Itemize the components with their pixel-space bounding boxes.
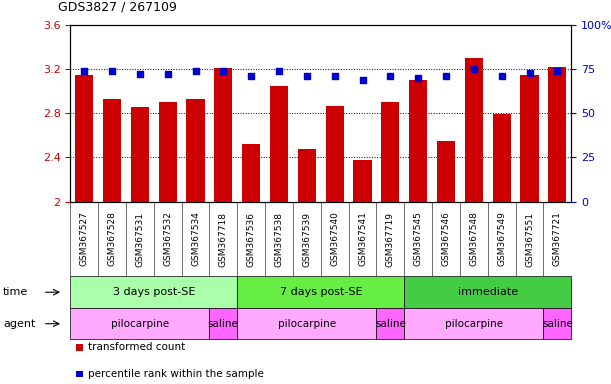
Bar — [242, 144, 260, 202]
Text: GSM367545: GSM367545 — [414, 212, 423, 266]
Point — [135, 71, 145, 78]
Text: GSM367551: GSM367551 — [525, 212, 534, 266]
Bar — [214, 68, 232, 202]
Text: transformed count: transformed count — [88, 342, 185, 352]
Text: GSM367549: GSM367549 — [497, 212, 506, 266]
Text: 7 days post-SE: 7 days post-SE — [279, 287, 362, 297]
Text: GSM367541: GSM367541 — [358, 212, 367, 266]
Point — [79, 68, 89, 74]
Point — [163, 71, 172, 78]
Point — [246, 73, 256, 79]
Text: pilocarpine: pilocarpine — [111, 319, 169, 329]
Bar — [131, 107, 149, 202]
Bar — [521, 74, 538, 202]
Bar — [103, 99, 121, 202]
Text: GSM367721: GSM367721 — [553, 212, 562, 266]
Bar — [159, 102, 177, 202]
Text: GSM367546: GSM367546 — [442, 212, 450, 266]
Text: immediate: immediate — [458, 287, 518, 297]
Bar — [354, 160, 371, 202]
Text: saline: saline — [542, 319, 573, 329]
Bar — [381, 102, 400, 202]
Text: 3 days post-SE: 3 days post-SE — [112, 287, 195, 297]
Text: GSM367539: GSM367539 — [302, 212, 312, 266]
Text: GSM367719: GSM367719 — [386, 212, 395, 266]
Text: GSM367531: GSM367531 — [136, 212, 144, 266]
Text: saline: saline — [375, 319, 406, 329]
Text: GSM367536: GSM367536 — [247, 212, 255, 266]
Point — [386, 73, 395, 79]
Point — [274, 68, 284, 74]
Text: pilocarpine: pilocarpine — [445, 319, 503, 329]
Text: GSM367532: GSM367532 — [163, 212, 172, 266]
Point — [413, 75, 423, 81]
Bar — [270, 86, 288, 202]
Point — [469, 66, 479, 72]
Text: pilocarpine: pilocarpine — [278, 319, 336, 329]
Point — [107, 68, 117, 74]
Text: GSM367718: GSM367718 — [219, 212, 228, 266]
Text: saline: saline — [208, 319, 239, 329]
Bar — [75, 74, 93, 202]
Point — [357, 77, 367, 83]
Bar — [437, 141, 455, 202]
Bar — [465, 58, 483, 202]
Text: GSM367540: GSM367540 — [330, 212, 339, 266]
Text: GSM367528: GSM367528 — [108, 212, 117, 266]
Text: percentile rank within the sample: percentile rank within the sample — [88, 369, 264, 379]
Bar — [186, 99, 205, 202]
Text: GDS3827 / 267109: GDS3827 / 267109 — [58, 0, 177, 13]
Point — [330, 73, 340, 79]
Text: GSM367527: GSM367527 — [79, 212, 89, 266]
Point — [441, 73, 451, 79]
Text: GSM367548: GSM367548 — [469, 212, 478, 266]
Bar — [492, 114, 511, 202]
Bar — [326, 106, 344, 202]
Bar — [409, 80, 427, 202]
Text: GSM367534: GSM367534 — [191, 212, 200, 266]
Point — [552, 68, 562, 74]
Bar — [298, 149, 316, 202]
Bar — [548, 67, 566, 202]
Text: time: time — [3, 287, 28, 297]
Point — [219, 68, 229, 74]
Text: agent: agent — [3, 319, 35, 329]
Point — [302, 73, 312, 79]
Text: GSM367538: GSM367538 — [274, 212, 284, 266]
Point — [497, 73, 507, 79]
Point — [525, 70, 535, 76]
Point — [191, 68, 200, 74]
